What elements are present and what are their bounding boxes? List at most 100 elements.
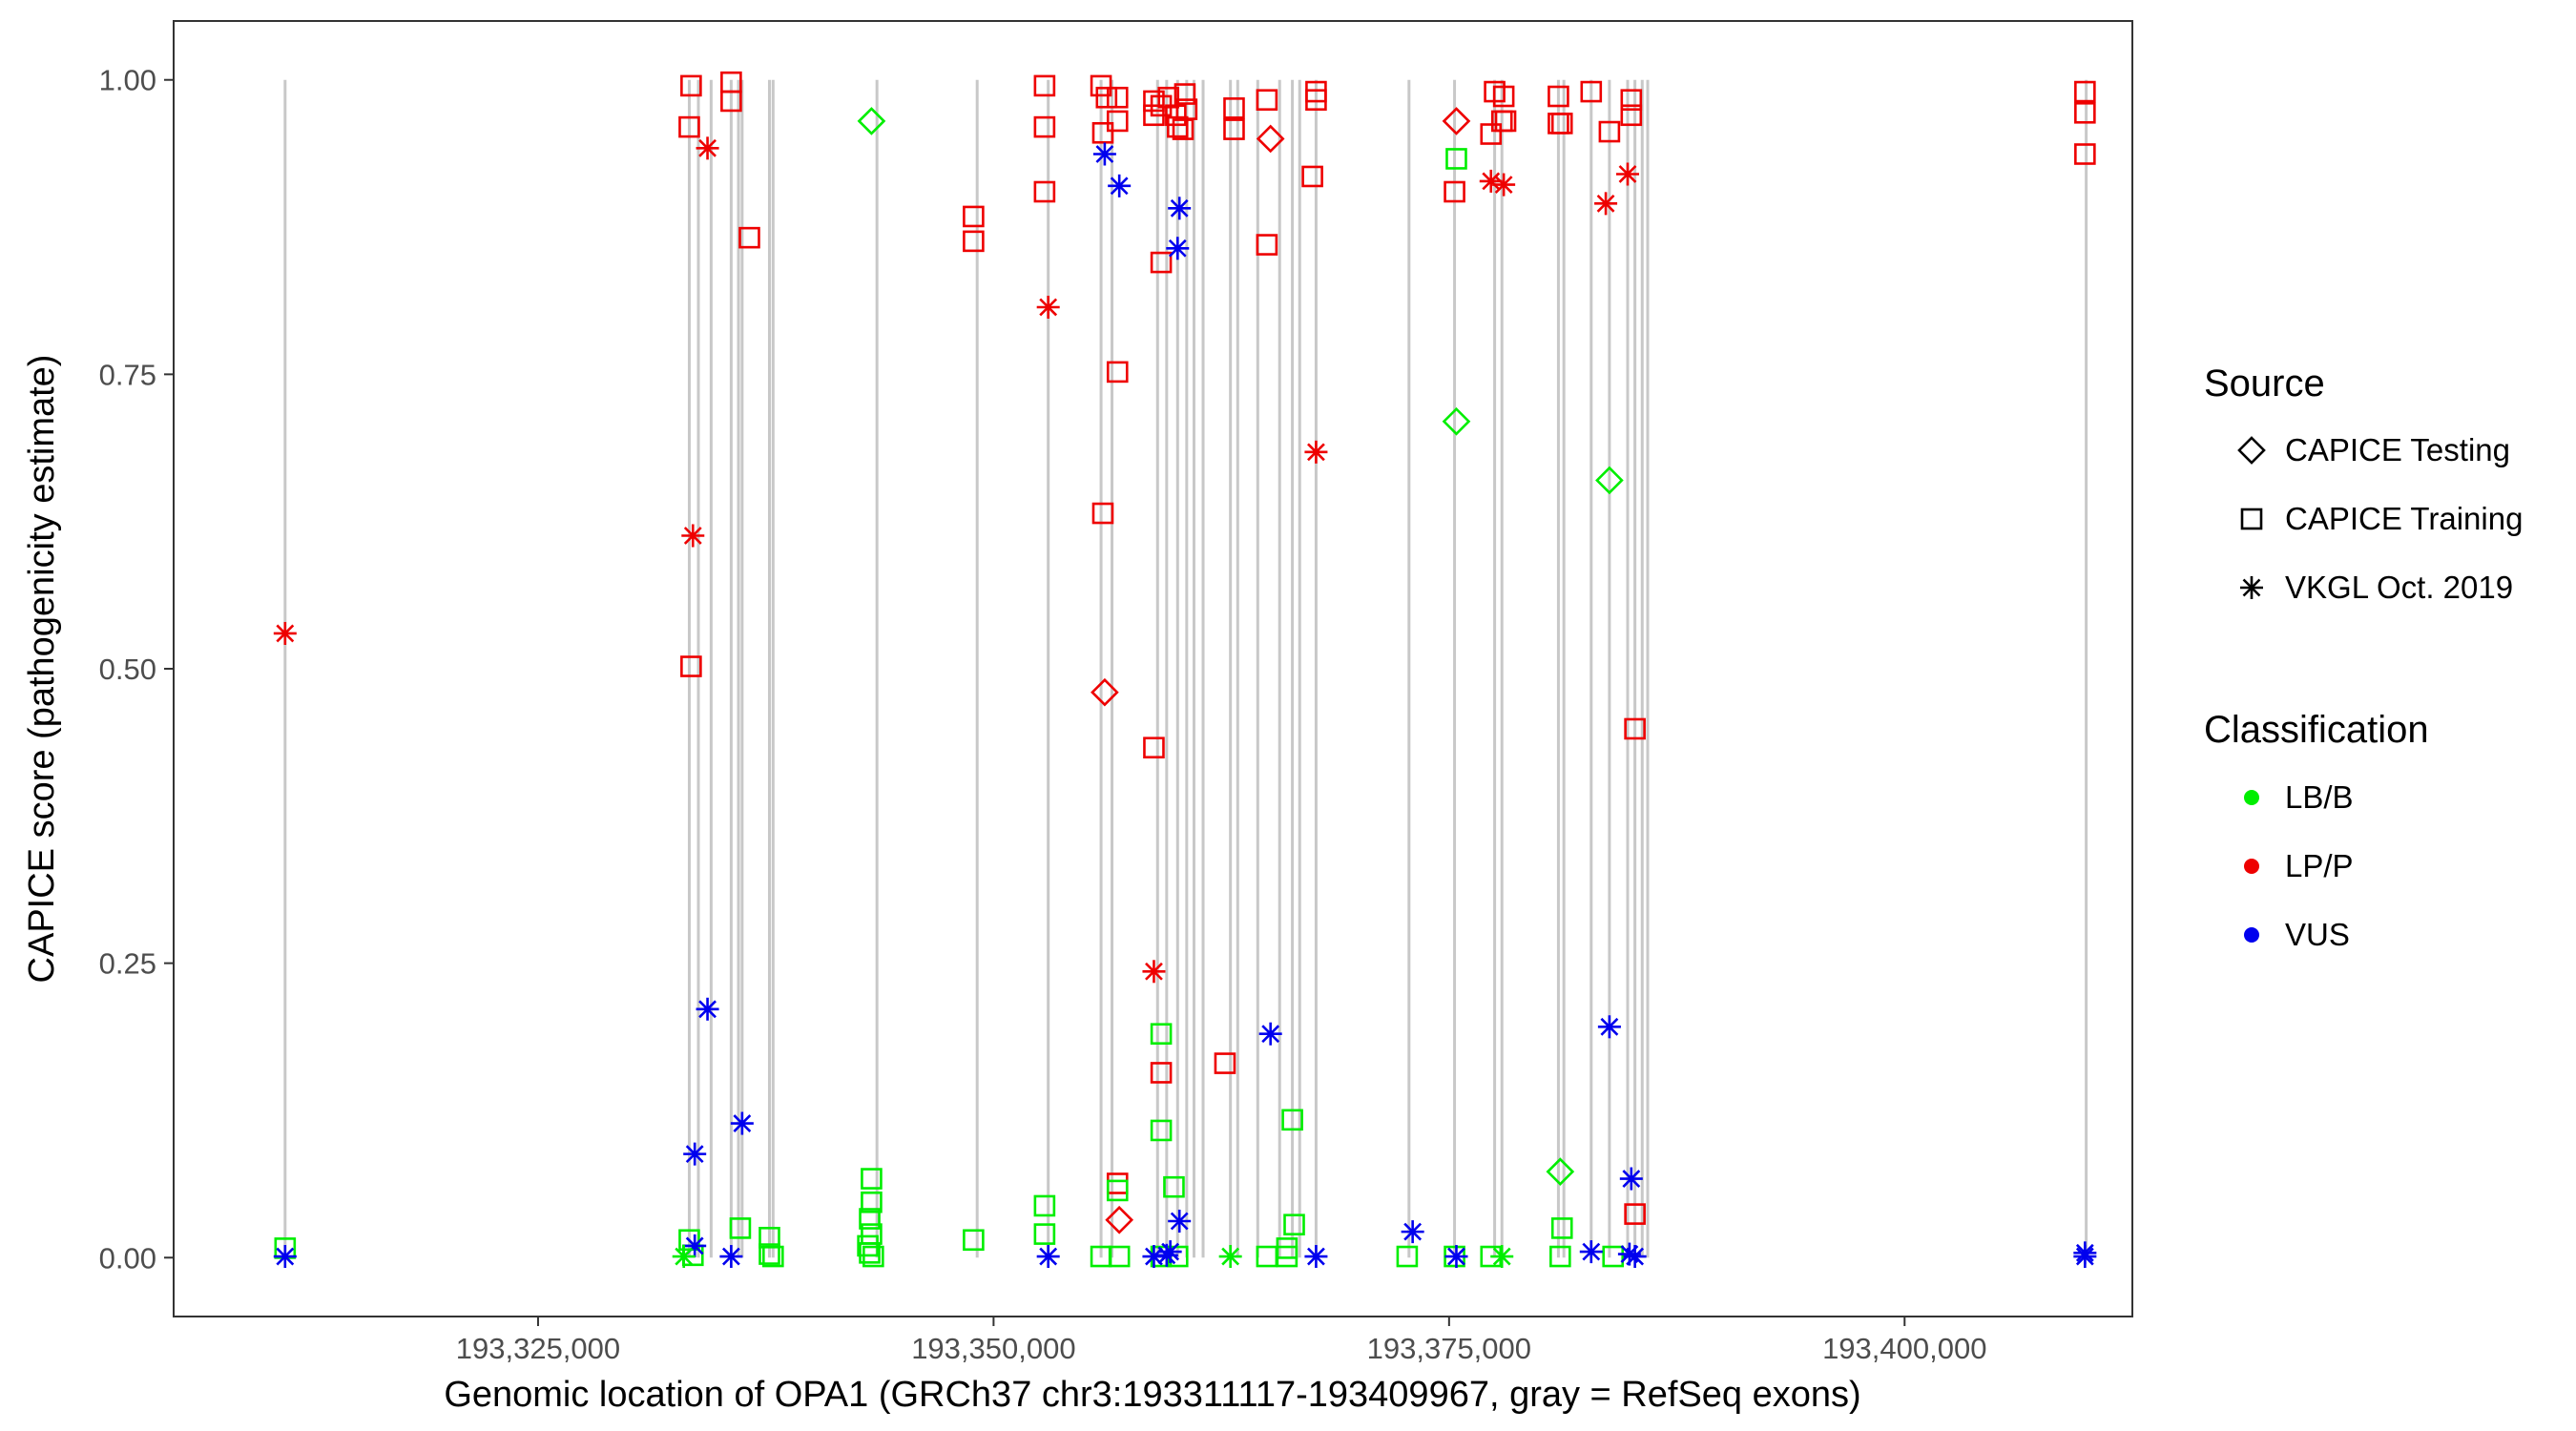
data-point-square xyxy=(1150,1023,1173,1046)
data-point-square xyxy=(1091,121,1114,144)
legend-classification-label: VUS xyxy=(2285,917,2350,952)
legend-classification-label: LP/P xyxy=(2285,848,2354,883)
data-point-square xyxy=(1033,74,1056,97)
x-tick-label: 193,325,000 xyxy=(456,1332,620,1365)
asterisk-stroke xyxy=(1307,1247,1325,1266)
asterisk-stroke xyxy=(1492,1247,1511,1266)
data-point-square xyxy=(1548,85,1569,108)
data-point-asterisk xyxy=(1594,192,1618,216)
data-point-diamond xyxy=(1256,124,1285,154)
data-point-square xyxy=(963,230,985,253)
data-point-asterisk xyxy=(1036,1245,1060,1269)
legend-source-label: VKGL Oct. 2019 xyxy=(2285,570,2513,605)
data-point-square xyxy=(2074,143,2096,165)
asterisk-stroke xyxy=(1596,194,1615,213)
asterisk-stroke xyxy=(1221,1247,1240,1266)
data-point-square xyxy=(1550,113,1573,135)
legend-key-dot xyxy=(2244,790,2259,805)
exon-lines xyxy=(283,79,2088,1258)
data-point-asterisk xyxy=(1218,1245,1242,1269)
data-point-asterisk xyxy=(1619,1167,1643,1191)
legend-classification-items: LB/B LP/P VUS xyxy=(2244,779,2354,952)
data-point-square xyxy=(1163,1175,1185,1198)
data-point-square xyxy=(861,1191,883,1213)
data-point-square xyxy=(861,1168,883,1190)
data-point-asterisk xyxy=(696,997,719,1021)
y-tick-label: 1.00 xyxy=(99,64,156,97)
asterisk-stroke xyxy=(1582,1242,1601,1261)
data-point-square xyxy=(1223,97,1245,119)
legend-source-items: CAPICE Testing CAPICE Training VKGL Oct. 2… xyxy=(2237,432,2523,605)
data-point-square xyxy=(1150,1062,1173,1084)
y-tick-label: 0.75 xyxy=(99,358,156,391)
data-point-square xyxy=(762,1245,784,1268)
data-point-square xyxy=(862,1245,884,1268)
legend-source-label: CAPICE Training xyxy=(2285,501,2523,536)
data-point-square xyxy=(1091,502,1114,525)
asterisk-stroke xyxy=(698,1000,717,1019)
data-point-asterisk xyxy=(1623,1245,1647,1269)
data-point-asterisk xyxy=(1401,1220,1424,1244)
data-point-asterisk xyxy=(1108,174,1132,197)
asterisk-stroke xyxy=(675,1247,694,1266)
asterisk-stroke xyxy=(698,138,717,157)
asterisk-stroke xyxy=(1095,145,1114,163)
data-point-asterisk xyxy=(1168,1210,1192,1234)
asterisk-stroke xyxy=(683,527,702,545)
data-point-square xyxy=(720,90,742,113)
data-point-asterisk xyxy=(2073,1245,2097,1269)
data-point-square xyxy=(1602,1245,1625,1268)
legend-source-label: CAPICE Testing xyxy=(2285,432,2510,467)
asterisk-stroke xyxy=(1626,1247,1645,1266)
data-point-square xyxy=(1624,1203,1646,1225)
asterisk-stroke xyxy=(2075,1247,2094,1266)
data-point-square xyxy=(758,1243,780,1265)
data-point-square xyxy=(1106,361,1129,384)
data-point-square xyxy=(1494,110,1517,133)
data-point-square xyxy=(1276,1245,1298,1268)
asterisk-stroke xyxy=(685,1145,704,1164)
asterisk-stroke xyxy=(276,624,295,643)
data-point-diamond xyxy=(1105,1205,1134,1234)
data-point-asterisk xyxy=(273,1245,297,1269)
data-point-asterisk xyxy=(1142,960,1166,984)
data-point-square xyxy=(1624,717,1646,740)
asterisk-stroke xyxy=(1039,298,1058,317)
data-point-square xyxy=(963,1229,985,1252)
data-point-asterisk xyxy=(1444,1245,1468,1269)
legend-key-dot xyxy=(2244,859,2259,874)
asterisk-stroke xyxy=(721,1247,740,1266)
asterisk-stroke xyxy=(1618,165,1637,183)
legend-source-title: Source xyxy=(2204,363,2325,404)
data-point-square xyxy=(729,1217,752,1239)
data-point-square xyxy=(680,74,702,97)
data-point-square xyxy=(1301,165,1323,188)
data-point-square xyxy=(1174,83,1196,105)
data-point-asterisk xyxy=(1258,1022,1282,1046)
data-point-asterisk xyxy=(1597,1015,1621,1039)
data-point-square xyxy=(1143,736,1165,759)
asterisk-stroke xyxy=(1110,176,1129,196)
data-point-square xyxy=(1106,1179,1129,1202)
data-point-square xyxy=(2074,101,2096,124)
data-point-asterisk xyxy=(696,136,719,160)
data-point-diamond xyxy=(857,107,886,135)
y-tick-label: 0.50 xyxy=(99,653,156,686)
data-point-square xyxy=(963,205,985,228)
data-point-square xyxy=(1305,89,1327,112)
data-point-asterisk xyxy=(719,1245,743,1269)
data-point-square xyxy=(1281,1109,1303,1131)
data-point-diamond xyxy=(1546,1157,1575,1186)
asterisk-stroke xyxy=(1494,176,1513,195)
data-point-asterisk xyxy=(1168,197,1192,220)
legend-classification-title: Classification xyxy=(2204,709,2429,751)
asterisk-stroke xyxy=(1170,198,1189,218)
data-point-square xyxy=(1157,86,1180,109)
data-point-asterisk xyxy=(1615,162,1639,186)
data-point-asterisk xyxy=(1036,295,1060,319)
data-point-square xyxy=(1033,1223,1056,1245)
data-point-square xyxy=(1106,110,1129,133)
asterisk-stroke xyxy=(1622,1170,1641,1188)
